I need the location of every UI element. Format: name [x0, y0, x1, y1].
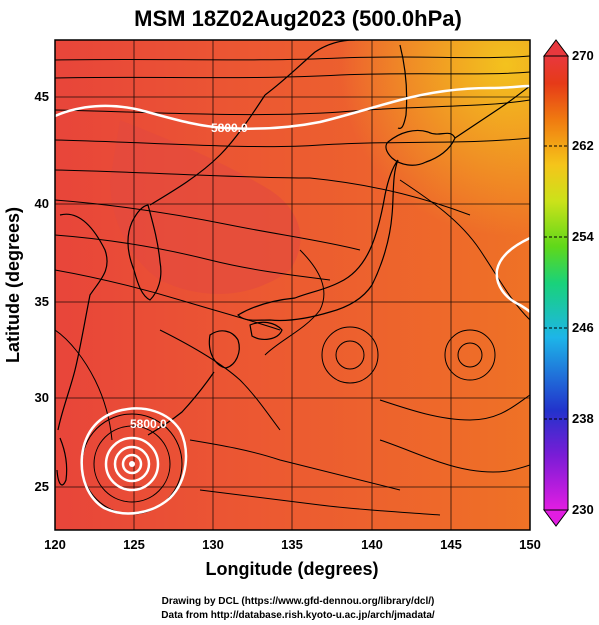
streamline	[55, 55, 530, 61]
map-title: MSM 18Z02Aug2023 (500.0hPa)	[134, 6, 462, 31]
x-tick-label: 135	[281, 537, 303, 552]
x-axis: 120 125 130 135 140 145 150 Longitude (d…	[44, 537, 541, 579]
coastline-kurils	[454, 85, 530, 139]
plot-area: 5800.0 5800.0	[55, 40, 530, 530]
plot-frame	[54, 39, 531, 531]
coastline-hokkaido	[385, 129, 456, 166]
streamline	[55, 269, 281, 331]
contour-5800-north	[55, 84, 530, 130]
colorbar: 270 262 254 246 238 230	[543, 39, 594, 527]
vortex-swirl-east-4	[444, 329, 496, 381]
typhoon-contour-core	[121, 453, 143, 475]
colorbar-tick-label: 270	[572, 48, 594, 63]
coastline-shikoku	[249, 321, 283, 340]
typhoon-contour-inner	[104, 436, 160, 492]
x-tick-label: 120	[44, 537, 66, 552]
y-tick-label: 40	[35, 196, 49, 211]
x-tick-label: 150	[519, 537, 541, 552]
y-tick-label: 45	[35, 89, 49, 104]
y-tick-label: 25	[35, 479, 49, 494]
colorbar-gradient	[543, 55, 569, 511]
x-axis-label: Longitude (degrees)	[205, 559, 378, 579]
streamline	[55, 99, 530, 116]
colorbar-top-arrow	[543, 39, 569, 57]
colorbar-tick-label: 230	[572, 502, 594, 517]
streamline	[55, 169, 471, 216]
vortex-swirl-east-3	[457, 342, 483, 368]
coastline-manchuria	[149, 94, 266, 206]
credit-data: Data from http://database.rish.kyoto-u.a…	[161, 610, 435, 621]
y-tick-label: 35	[35, 294, 49, 309]
contour-label: 5800.0	[211, 121, 248, 135]
streamline	[55, 71, 530, 79]
inland-red-region	[110, 120, 301, 294]
coastline-honshu	[237, 159, 399, 322]
typhoon-ring	[93, 425, 171, 503]
coastline-russia-east	[264, 40, 356, 96]
colorbar-tick-label: 262	[572, 138, 594, 153]
colorbar-tick-label: 238	[572, 411, 594, 426]
wind-streamlines	[55, 55, 530, 516]
colorbar-tick-label: 254	[572, 229, 594, 244]
streamline	[55, 137, 530, 148]
colorbar-tick-label: 246	[572, 320, 594, 335]
streamline	[199, 489, 441, 516]
coastlines	[56, 40, 530, 486]
streamline	[55, 199, 361, 251]
streamline	[55, 329, 113, 441]
typhoon-contour-mid	[113, 445, 151, 483]
x-tick-label: 145	[440, 537, 462, 552]
colorbar-bottom-arrow	[543, 509, 569, 527]
y-axis-label: Latitude (degrees)	[3, 207, 23, 363]
streamline	[55, 234, 331, 281]
vortex-swirl-east-2	[321, 326, 379, 384]
streamline	[379, 394, 530, 421]
credit-drawing: Drawing by DCL (https://www.gfd-dennou.o…	[162, 596, 435, 607]
streamline	[159, 329, 281, 431]
typhoon-eye	[129, 461, 135, 467]
coastline-sakhalin	[397, 44, 408, 130]
coastline-china-coast	[57, 213, 108, 431]
streamline	[379, 439, 530, 473]
streamline	[189, 439, 401, 491]
x-tick-label: 130	[202, 537, 224, 552]
x-tick-label: 140	[361, 537, 383, 552]
coastline-ryukyu	[147, 371, 215, 436]
geopotential-contours	[55, 84, 530, 515]
y-tick-label: 30	[35, 390, 49, 405]
vortex-swirl-east-1	[335, 340, 365, 370]
x-tick-label: 125	[123, 537, 145, 552]
contour-label: 5800.0	[130, 417, 167, 431]
streamline	[264, 249, 325, 356]
contour-5800-typhoon	[80, 407, 188, 515]
coastline-taiwan	[56, 437, 68, 486]
contour-5800-east	[495, 236, 530, 313]
y-axis: 25 30 35 40 45 Latitude (degrees)	[3, 89, 49, 494]
